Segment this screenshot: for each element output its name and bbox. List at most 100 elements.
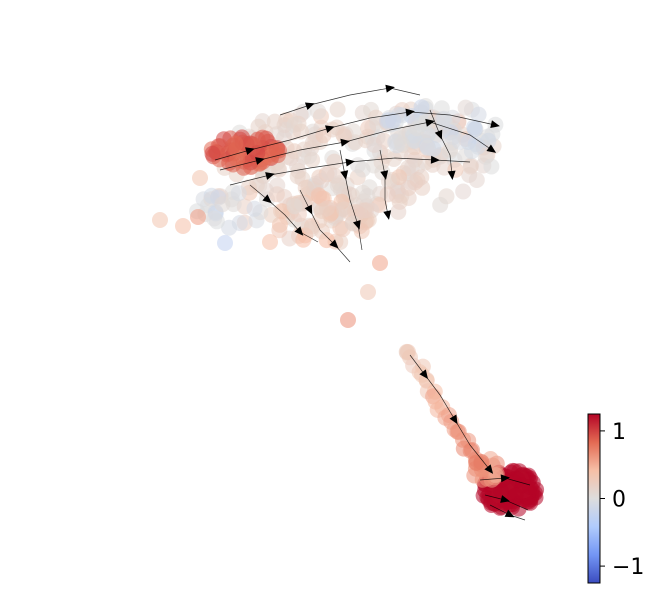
stream-arrowhead [405, 108, 415, 117]
cell-point [246, 200, 263, 217]
cell-point [451, 133, 468, 150]
cell-point [385, 112, 402, 129]
cell-point [406, 133, 423, 149]
cell-point [286, 198, 303, 215]
stream-arrowhead [385, 84, 395, 93]
cell-point [379, 186, 396, 203]
cell-point [417, 154, 434, 171]
cell-point [432, 196, 449, 213]
cell-point [468, 172, 485, 188]
cell-point [480, 132, 497, 149]
cell-point [269, 177, 286, 194]
cell-point [413, 99, 430, 116]
cell-point [359, 188, 376, 204]
cell-point [470, 106, 487, 123]
streamline [214, 111, 496, 161]
stream-arrowhead [345, 158, 355, 167]
stream-arrowhead [352, 219, 361, 230]
cell-point [192, 170, 208, 186]
stream-arrowhead [449, 414, 458, 425]
scatter-points [152, 98, 545, 517]
cell-point [434, 111, 451, 128]
cell-point [249, 131, 266, 148]
cell-point [217, 235, 233, 251]
cell-point [301, 148, 317, 165]
stream-arrowhead [447, 170, 456, 180]
stream-arrowhead [245, 147, 255, 155]
colorbar: 1 0 −1 [587, 413, 644, 584]
colorbar-gradient [587, 413, 601, 584]
cell-point [528, 481, 545, 498]
stream-arrowhead [325, 125, 335, 133]
cell-point [175, 218, 191, 234]
cell-point [433, 100, 450, 117]
cell-point [268, 141, 285, 158]
cell-point [271, 222, 288, 239]
cell-point [214, 196, 231, 213]
cell-point [190, 209, 206, 225]
cell-point [303, 221, 320, 237]
cell-point [509, 471, 526, 488]
stream-arrowhead [484, 464, 494, 474]
stream-arrowhead [425, 118, 435, 127]
colorbar-ticks: 1 0 −1 [600, 420, 644, 580]
cell-point [483, 158, 500, 175]
cell-point [447, 161, 464, 178]
cell-point [336, 201, 353, 218]
cell-point [206, 210, 223, 227]
cell-point [419, 139, 436, 156]
stream-arrowhead [340, 170, 349, 180]
cell-point [326, 153, 343, 170]
streamline [379, 149, 389, 216]
stream-arrowhead [430, 155, 440, 164]
cell-point [463, 143, 480, 160]
streamline [249, 184, 319, 243]
cell-point [462, 158, 479, 175]
cell-point [492, 483, 509, 499]
cell-point [230, 185, 247, 202]
streamline [219, 121, 493, 171]
cell-point [400, 344, 416, 360]
cell-point [152, 212, 168, 228]
cell-point [390, 203, 407, 220]
cell-point [310, 187, 327, 204]
stream-arrowhead [500, 474, 510, 483]
stream-arrowhead [294, 226, 304, 236]
cell-point [507, 487, 524, 504]
cell-point [468, 454, 485, 471]
stream-arrowhead [329, 239, 339, 249]
colorbar-tick-label: −1 [612, 555, 644, 580]
cell-point [310, 103, 327, 120]
stream-arrowhead [504, 509, 515, 518]
stream-arrowhead [265, 172, 275, 180]
cell-point [354, 161, 371, 178]
cell-point [229, 151, 246, 168]
stream-arrowhead [262, 194, 272, 204]
cell-point [360, 284, 376, 300]
cell-point [464, 442, 480, 458]
stream-arrowhead [490, 120, 500, 129]
cell-point [372, 255, 388, 271]
cell-point [329, 101, 346, 118]
stream-arrowhead [500, 495, 510, 503]
cell-point [393, 135, 410, 152]
stream-arrowhead [304, 204, 313, 215]
stream-arrowhead [304, 102, 315, 111]
stream-arrowheads [245, 84, 515, 518]
stream-arrowhead [419, 369, 429, 379]
colorbar-tick-label: 1 [612, 420, 626, 445]
cell-point [266, 113, 283, 130]
cell-point [340, 312, 356, 328]
streamline [429, 109, 453, 176]
cell-point [313, 203, 330, 219]
streamline [339, 149, 363, 251]
streamline [299, 189, 351, 263]
cell-point [262, 234, 278, 250]
stream-arrowhead [383, 210, 392, 220]
cell-point [336, 128, 353, 145]
colorbar-tick-label: 0 [612, 488, 626, 513]
cell-point [413, 169, 430, 186]
stream-arrowhead [340, 138, 350, 147]
